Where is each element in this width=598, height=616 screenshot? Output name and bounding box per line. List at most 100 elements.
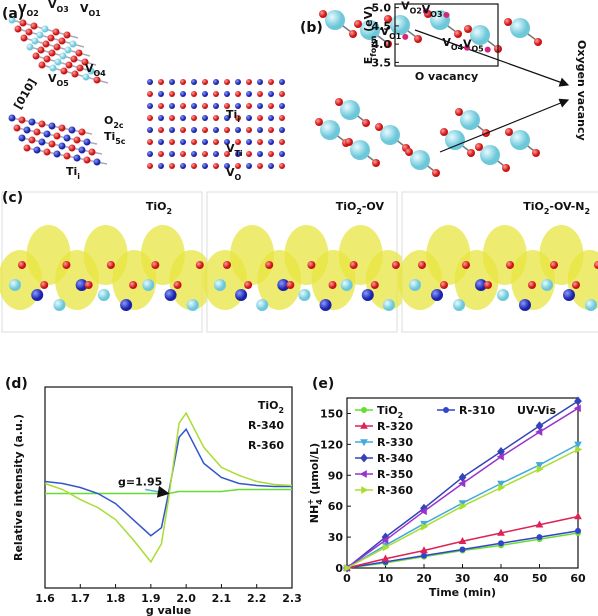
atom: [224, 151, 230, 157]
atom: [169, 151, 175, 157]
atom: [380, 125, 400, 145]
atom: [37, 46, 45, 54]
atom: [180, 79, 186, 85]
annotation: g=1.95: [118, 476, 162, 489]
plot-frame: [44, 386, 293, 589]
atom: [40, 281, 49, 289]
atom: [440, 281, 448, 289]
atom: [257, 163, 263, 169]
atom: [88, 148, 96, 156]
atom: [82, 73, 90, 81]
text-part: TiO: [523, 200, 544, 213]
marker: [458, 537, 467, 545]
legend-entry: R-360: [377, 484, 413, 497]
atom: [180, 139, 186, 145]
atom: [279, 103, 285, 109]
atom: [48, 140, 56, 148]
atom: [213, 151, 219, 157]
x-tick-label: 40: [493, 572, 509, 585]
atom: [431, 289, 443, 301]
x-tick-label: 2.3: [282, 592, 302, 605]
text-part: O3: [430, 10, 442, 19]
atom: [432, 169, 440, 177]
text-part: Ti: [226, 108, 237, 121]
atom: [129, 281, 138, 289]
atom: [38, 120, 46, 128]
atom: [213, 115, 219, 121]
marker: [459, 502, 467, 511]
atom: [71, 70, 79, 78]
text-part: 5c: [115, 137, 126, 146]
x-tick-label: 1.8: [106, 592, 126, 605]
text-part: V: [48, 0, 57, 11]
structure-label: VO4: [85, 62, 106, 78]
atom: [158, 151, 164, 157]
atom: [202, 127, 208, 133]
atom: [319, 10, 327, 18]
marker: [535, 520, 544, 528]
legend-entry: R-330: [377, 436, 413, 449]
atom: [349, 30, 357, 38]
text-part: 2: [544, 207, 550, 216]
marker: [420, 520, 428, 528]
atom: [49, 64, 57, 72]
atom: [52, 28, 60, 36]
atom: [480, 145, 500, 165]
atom: [315, 118, 323, 126]
point: [402, 33, 409, 40]
text-part: E: [362, 57, 375, 65]
atom: [246, 115, 252, 121]
y-tick-label: 60: [328, 500, 344, 513]
atom: [214, 279, 226, 291]
atom: [83, 138, 91, 146]
atom: [158, 103, 164, 109]
marker: [459, 546, 466, 553]
atom: [320, 120, 340, 140]
atom: [169, 79, 175, 85]
atom: [360, 20, 380, 40]
atom: [361, 289, 374, 301]
atom: [594, 261, 598, 269]
atom: [164, 289, 177, 301]
atom: [173, 281, 182, 289]
atom: [464, 25, 472, 33]
atom: [158, 163, 164, 169]
illustrations: [0, 10, 598, 333]
atom: [23, 144, 31, 152]
atom: [279, 151, 285, 157]
atom: [470, 25, 490, 45]
atom: [325, 10, 345, 30]
x-tick-label: 60: [570, 572, 586, 585]
x-tick-label: 30: [455, 572, 471, 585]
atom: [73, 136, 81, 144]
text-part: O5: [57, 79, 69, 88]
structure-label: Tii: [226, 108, 240, 124]
atom: [257, 139, 263, 145]
text-part: O4: [451, 43, 464, 52]
annotation-arrow: [145, 485, 170, 498]
atom: [180, 151, 186, 157]
text-part: V: [422, 3, 431, 16]
atom: [246, 127, 252, 133]
x-tick-label: 1.9: [141, 592, 161, 605]
atom: [26, 43, 34, 51]
atom: [180, 103, 186, 109]
atom: [28, 136, 36, 144]
atom: [68, 144, 76, 152]
legend-marker: [360, 453, 368, 463]
marker: [498, 483, 506, 492]
atom: [286, 281, 295, 289]
atom: [63, 31, 71, 39]
atom: [265, 261, 274, 269]
text-part: -OV: [362, 200, 385, 213]
atom: [64, 46, 72, 54]
y-axis-label: Eform (eV): [362, 6, 378, 64]
atom: [14, 25, 22, 33]
atom: [25, 28, 33, 36]
atom: [120, 299, 133, 311]
text-part: V: [85, 62, 94, 75]
atom: [191, 115, 197, 121]
atom: [384, 40, 392, 48]
atom: [453, 299, 465, 311]
